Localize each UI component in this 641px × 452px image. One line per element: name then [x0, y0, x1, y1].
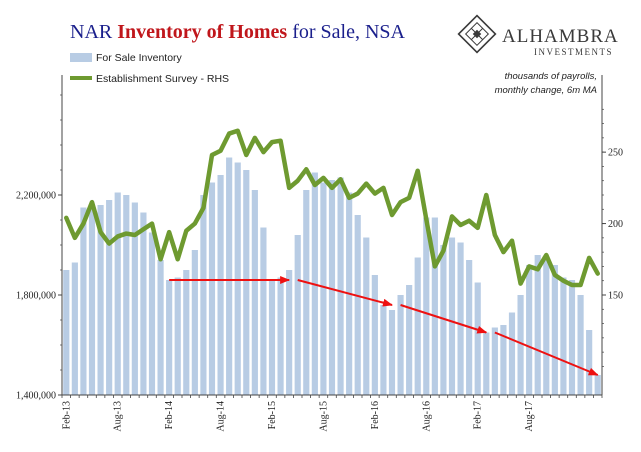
bar-28: [303, 190, 309, 395]
bar-35: [363, 238, 369, 396]
annotation-line-2: monthly change, 6m MA: [495, 85, 597, 96]
bar-37: [380, 305, 386, 395]
bar-11: [157, 260, 163, 395]
bar-48: [475, 283, 481, 396]
bar-58: [560, 278, 566, 396]
bar-30: [320, 183, 326, 396]
logo-diamond-icon: [459, 16, 496, 53]
bar-1: [72, 263, 78, 396]
y-right-tick-label-2: 250: [608, 148, 623, 159]
bar-17: [209, 183, 215, 396]
y-right-tick-label-0: 150: [608, 291, 623, 302]
bar-14: [183, 270, 189, 395]
chart-title-suffix: for Sale, NSA: [287, 21, 405, 43]
y-right-tick-label-1: 200: [608, 219, 623, 230]
bar-54: [526, 265, 532, 395]
x-tick-label-8: Feb-17: [473, 401, 484, 429]
bar-16: [200, 195, 206, 395]
bar-18: [217, 175, 223, 395]
bar-32: [337, 178, 343, 396]
bar-41: [415, 258, 421, 396]
y-left-tick-label-1: 1,800,000: [16, 291, 56, 302]
chart-title: NAR Inventory of Homes for Sale, NSA: [70, 21, 406, 43]
bar-22: [252, 190, 258, 395]
chart-title-emphasis: Inventory of Homes: [117, 21, 287, 43]
bar-5: [106, 200, 112, 395]
y-left-tick-label-2: 2,200,000: [16, 191, 56, 202]
y-left-tick-label-0: 1,400,000: [16, 391, 56, 402]
bar-23: [260, 228, 266, 396]
x-tick-label-3: Aug-14: [216, 401, 227, 432]
legend-swatch-inventory: [70, 53, 92, 62]
legend-label-inventory: For Sale Inventory: [96, 52, 183, 64]
bar-61: [586, 330, 592, 395]
alhambra-logo: ALHAMBRA INVESTMENTS: [459, 16, 619, 57]
bar-24: [269, 280, 275, 395]
bar-3: [89, 208, 95, 396]
bar-2: [80, 208, 86, 396]
bar-60: [577, 295, 583, 395]
bar-27: [295, 235, 301, 395]
bar-7: [123, 195, 129, 395]
bar-15: [192, 250, 198, 395]
bar-42: [423, 218, 429, 396]
bar-25: [277, 278, 283, 396]
bar-62: [595, 375, 601, 395]
bar-50: [492, 328, 498, 396]
legend-label-establishment: Establishment Survey - RHS: [96, 73, 229, 85]
bar-10: [149, 233, 155, 396]
bar-40: [406, 285, 412, 395]
bar-38: [389, 310, 395, 395]
bar-0: [63, 270, 69, 395]
bar-59: [569, 280, 575, 395]
x-tick-label-1: Aug-13: [113, 401, 124, 432]
bar-12: [166, 280, 172, 395]
bar-56: [543, 260, 549, 395]
logo-name: ALHAMBRA: [502, 26, 619, 47]
bar-13: [175, 278, 181, 396]
x-tick-label-2: Feb-14: [164, 401, 175, 429]
x-tick-label-5: Aug-15: [318, 401, 329, 432]
bar-46: [457, 243, 463, 396]
x-tick-label-9: Aug-17: [524, 401, 535, 432]
annotation-line-1: thousands of payrolls,: [505, 71, 597, 82]
bar-52: [509, 313, 515, 396]
bar-49: [483, 333, 489, 396]
bar-34: [355, 215, 361, 395]
bar-9: [140, 213, 146, 396]
bar-21: [243, 170, 249, 395]
bar-6: [115, 193, 121, 396]
bar-26: [286, 270, 292, 395]
chart-title-prefix: NAR: [70, 21, 117, 43]
bar-39: [397, 295, 403, 395]
bar-20: [235, 163, 241, 396]
x-tick-label-0: Feb-13: [61, 401, 72, 429]
logo-sub: INVESTMENTS: [534, 47, 613, 57]
x-tick-label-7: Aug-16: [421, 401, 432, 432]
bar-45: [449, 238, 455, 396]
bar-19: [226, 158, 232, 396]
legend: For Sale Inventory Establishment Survey …: [70, 52, 229, 85]
bar-55: [535, 255, 541, 395]
bar-57: [552, 265, 558, 395]
x-tick-label-4: Feb-15: [267, 401, 278, 429]
bar-36: [372, 275, 378, 395]
x-tick-label-6: Feb-16: [370, 401, 381, 429]
